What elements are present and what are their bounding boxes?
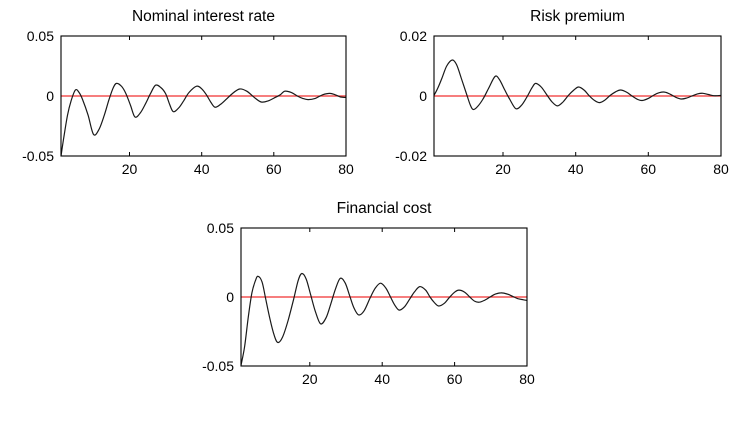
x-tick-label: 20	[122, 161, 138, 177]
y-tick-label: -0.05	[202, 358, 234, 374]
plot-box	[433, 35, 722, 157]
x-tick-label: 20	[302, 371, 318, 387]
x-tick-label: 20	[495, 161, 511, 177]
subplot-risk-premium: Risk premium 0.02 0 -0.02 20 40 60 80	[395, 8, 729, 177]
x-tick-label: 60	[641, 161, 657, 177]
y-tick-label: -0.02	[395, 148, 427, 164]
response-curve	[61, 82, 346, 156]
x-tick-label: 60	[447, 371, 463, 387]
y-tick-label: -0.05	[22, 148, 54, 164]
x-tick-label: 40	[374, 371, 390, 387]
x-tick-label: 60	[266, 161, 282, 177]
y-tick-label: 0	[46, 88, 54, 104]
y-tick-label: 0.05	[27, 28, 54, 44]
chart-title: Risk premium	[530, 8, 625, 25]
plot-box	[240, 227, 528, 367]
y-tick-label: 0	[226, 289, 234, 305]
chart-title: Nominal interest rate	[132, 8, 275, 25]
y-tick-label: 0.02	[400, 28, 427, 44]
response-curve	[241, 272, 527, 366]
plot-box	[60, 35, 347, 157]
x-tick-label: 80	[713, 161, 729, 177]
subplot-financial-cost: Financial cost 0.05 0 -0.05 20 40 60 80	[202, 200, 535, 387]
x-tick-label: 80	[338, 161, 354, 177]
x-tick-label: 40	[568, 161, 584, 177]
x-tick-label: 80	[519, 371, 535, 387]
chart-title: Financial cost	[337, 200, 432, 217]
y-tick-label: 0.05	[207, 220, 234, 236]
x-tick-label: 40	[194, 161, 210, 177]
response-curve	[434, 59, 721, 111]
y-tick-label: 0	[419, 88, 427, 104]
subplot-nominal-interest-rate: Nominal interest rate 0.05 0 -0.05 20 40 60 80	[22, 8, 354, 177]
